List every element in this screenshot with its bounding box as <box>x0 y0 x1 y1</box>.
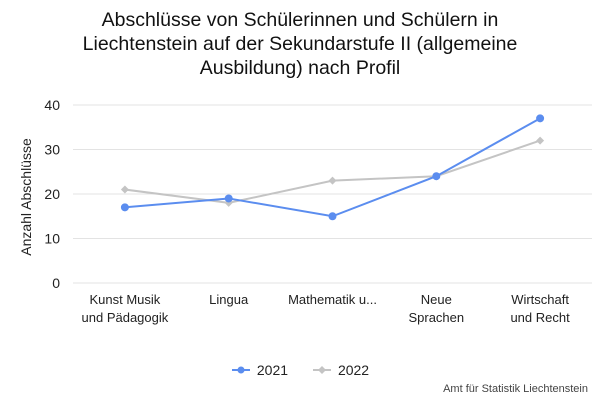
x-tick-label: Mathematik u... <box>288 292 377 307</box>
legend-label-2021: 2021 <box>256 362 289 378</box>
y-tick-labels: 0 10 20 30 40 <box>44 97 60 291</box>
x-category-labels: Kunst Musik und Pädagogik Lingua Mathematik… <box>82 292 571 325</box>
series-points <box>120 114 545 221</box>
y-tick-label: 10 <box>44 231 60 247</box>
line-chart: 0 10 20 30 40 Kunst Musik und Pädagogik Lingua… <box>18 97 592 325</box>
legend-marker-2022 <box>312 366 331 374</box>
y-tick-label: 30 <box>44 142 60 158</box>
gridlines <box>73 104 592 284</box>
data-point-2021[interactable] <box>224 194 233 203</box>
x-tick-label-line: Lingua <box>209 292 249 307</box>
y-tick-label: 40 <box>44 97 60 113</box>
data-point-2022[interactable] <box>328 176 337 185</box>
chart-title-line: Liechtenstein auf der Sekundarstufe II (… <box>82 33 518 55</box>
legend-item-2021[interactable]: 2021 <box>231 362 288 378</box>
x-tick-label-line: Mathematik u... <box>288 292 377 307</box>
x-tick-label-line: Kunst Musik <box>89 292 160 307</box>
chart-title-line: Abschlüsse von Schülerinnen und Schülern… <box>101 9 499 31</box>
data-point-2021[interactable] <box>432 172 441 181</box>
x-tick-label-line: und Pädagogik <box>82 310 169 325</box>
x-tick-label: Wirtschaft und Recht <box>510 292 570 325</box>
legend: 2021 2022 <box>0 362 600 378</box>
data-point-2021[interactable] <box>328 212 337 221</box>
legend-marker-2021 <box>231 366 250 374</box>
x-tick-label-line: Sprachen <box>408 310 464 325</box>
chart-title-line: Ausbildung) nach Profil <box>199 57 401 79</box>
y-tick-label: 0 <box>52 275 60 291</box>
legend-item-2022[interactable]: 2022 <box>312 362 369 378</box>
data-point-2021[interactable] <box>120 203 129 212</box>
x-tick-label: Lingua <box>209 292 249 307</box>
x-tick-label: Kunst Musik und Pädagogik <box>82 292 169 325</box>
data-point-2022[interactable] <box>120 185 129 194</box>
x-tick-label-line: Neue <box>421 292 452 307</box>
y-tick-label: 20 <box>44 186 60 202</box>
data-point-2021[interactable] <box>536 114 545 123</box>
series-line-2021 <box>124 117 541 218</box>
x-tick-label-line: Wirtschaft <box>511 292 569 307</box>
source-credit: Amt für Statistik Liechtenstein <box>443 383 588 395</box>
data-point-2022[interactable] <box>536 136 545 145</box>
series-lines <box>124 117 541 218</box>
y-axis-title: Anzahl Abschlüsse <box>18 138 34 256</box>
x-tick-label: Neue Sprachen <box>408 292 464 325</box>
x-tick-label-line: und Recht <box>510 310 570 325</box>
legend-label-2022: 2022 <box>337 362 370 378</box>
chart-title: Abschlüsse von Schülerinnen und Schülern… <box>20 8 580 80</box>
